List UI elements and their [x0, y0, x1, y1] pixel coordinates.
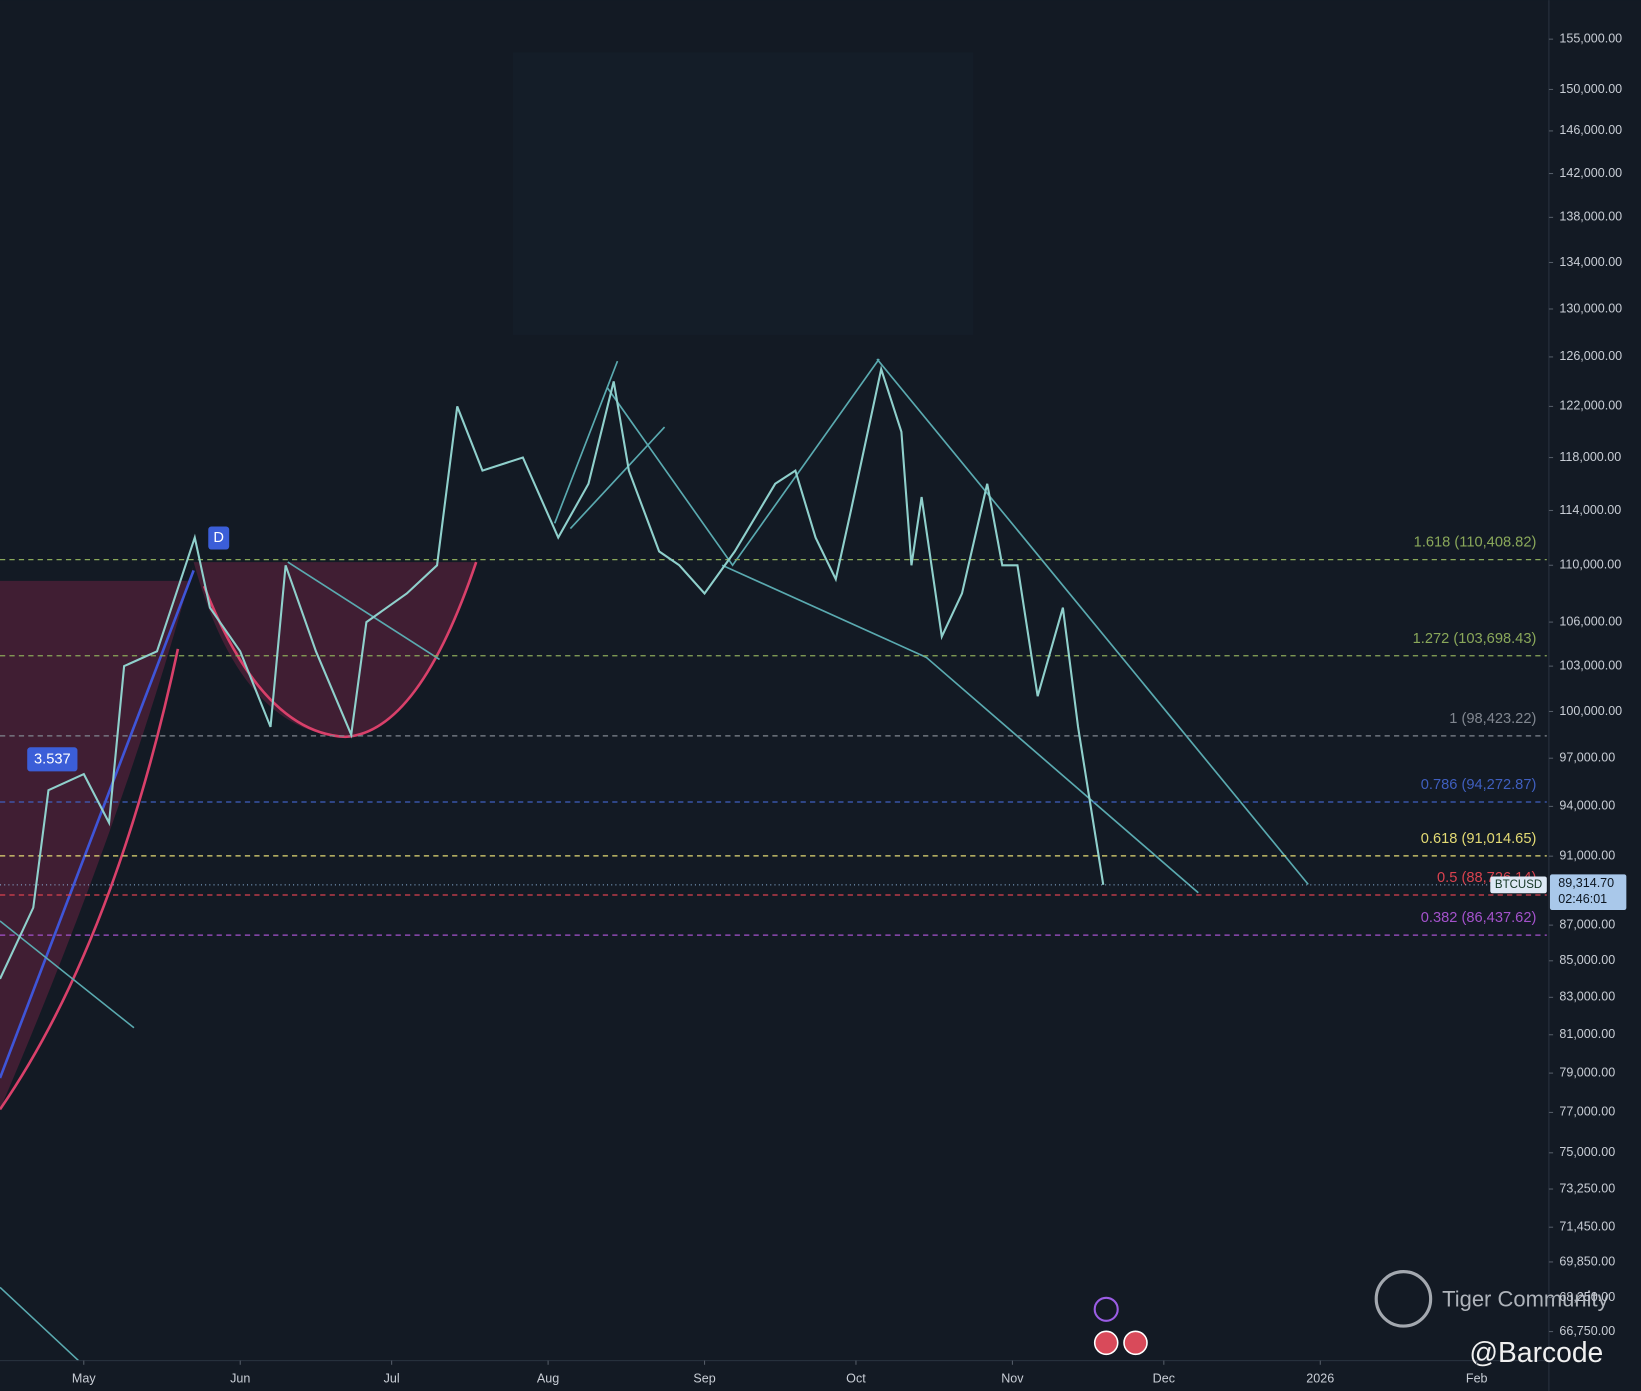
author: @Barcode: [1469, 1336, 1603, 1368]
price-label: 89,314.70: [1558, 876, 1614, 890]
trend-line: [569, 426, 666, 530]
ratio-label: 3.537: [34, 752, 71, 768]
symbol-tag: [1490, 876, 1547, 894]
countdown: 02:46:01: [1558, 892, 1607, 906]
y-tick-label: 106,000.00: [1559, 614, 1622, 628]
y-tick-label: 134,000.00: [1559, 255, 1622, 269]
y-tick-label: 155,000.00: [1559, 31, 1622, 45]
trend-line: [0, 569, 195, 1079]
x-tick-label: Jun: [230, 1372, 250, 1386]
x-tick-label: Aug: [537, 1372, 559, 1386]
trend-lines: [287, 358, 1309, 894]
x-tick-label: Sep: [693, 1372, 715, 1386]
badge: [27, 747, 78, 772]
y-tick-label: 81,000.00: [1559, 1027, 1615, 1041]
watermark-logo: [1374, 1270, 1433, 1328]
y-tick-label: 114,000.00: [1559, 503, 1621, 517]
y-tick-label: 87,000.00: [1559, 917, 1615, 931]
y-tick-label: 103,000.00: [1559, 658, 1622, 672]
y-tick-label: 146,000.00: [1559, 123, 1622, 137]
trend-line: [606, 358, 880, 567]
y-tick-label: 71,450.00: [1559, 1220, 1615, 1234]
x-tick-label: Jul: [384, 1372, 400, 1386]
y-tick-label: 94,000.00: [1559, 799, 1615, 813]
y-tick-label: 75,000.00: [1559, 1145, 1615, 1159]
y-tick-label: 138,000.00: [1559, 210, 1622, 224]
event-icon[interactable]: [1123, 1330, 1148, 1356]
y-tick-label: 73,250.00: [1559, 1181, 1615, 1195]
x-tick-label: 2026: [1306, 1372, 1334, 1386]
event-icon[interactable]: [1093, 1296, 1119, 1322]
price-tag: [1549, 874, 1627, 910]
fib-label: 0.382 (86,437.62): [1421, 910, 1537, 926]
faded-box: [512, 52, 974, 335]
y-tick-label: 91,000.00: [1559, 848, 1615, 862]
wedge-curve: [0, 648, 180, 1111]
y-tick-label: 85,000.00: [1559, 953, 1615, 967]
x-tick-label: Dec: [1153, 1372, 1175, 1386]
fib-label: 0.618 (91,014.65): [1421, 831, 1537, 847]
badge: [208, 526, 230, 550]
x-tick-label: May: [72, 1372, 96, 1386]
watermark: Tiger Community: [1442, 1287, 1608, 1312]
y-tick-label: 118,000.00: [1559, 450, 1621, 464]
trend-line: [287, 561, 441, 661]
trend-line: [0, 920, 135, 1029]
fib-label: 1.618 (110,408.82): [1414, 535, 1537, 551]
x-tick-label: Oct: [846, 1372, 866, 1386]
trend-line: [876, 358, 1309, 885]
y-tick-label: 77,000.00: [1559, 1105, 1615, 1119]
wedge-fill: [0, 565, 194, 1110]
price-line: [0, 365, 1105, 980]
x-tick-label: Feb: [1466, 1372, 1488, 1386]
cup-curve: [202, 561, 478, 739]
x-tick-label: Nov: [1001, 1372, 1024, 1386]
y-tick-label: 126,000.00: [1559, 349, 1622, 363]
y-tick-label: 68,250.00: [1559, 1290, 1615, 1304]
y-tick-label: 97,000.00: [1559, 751, 1615, 765]
y-tick-label: 110,000.00: [1559, 558, 1621, 572]
symbol-label: BTCUSD: [1495, 879, 1542, 891]
fib-label: 1 (98,423.22): [1449, 711, 1536, 727]
y-tick-label: 100,000.00: [1559, 704, 1622, 718]
y-tick-label: 83,000.00: [1559, 990, 1615, 1004]
trend-line: [0, 1286, 80, 1362]
trend-line: [721, 564, 1199, 894]
y-tick-label: 130,000.00: [1559, 301, 1622, 315]
y-tick-label: 150,000.00: [1559, 82, 1622, 96]
event-icon[interactable]: [1093, 1330, 1119, 1356]
pattern-label: D: [213, 530, 224, 546]
y-tick-label: 69,850.00: [1559, 1254, 1615, 1268]
y-tick-label: 142,000.00: [1559, 166, 1622, 180]
y-tick-label: 122,000.00: [1559, 399, 1622, 413]
y-tick-label: 66,750.00: [1559, 1324, 1615, 1338]
y-tick-label: 79,000.00: [1559, 1065, 1615, 1079]
fib-label: 1.272 (103,698.43): [1413, 631, 1537, 647]
fib-label: 0.786 (94,272.87): [1421, 777, 1537, 793]
